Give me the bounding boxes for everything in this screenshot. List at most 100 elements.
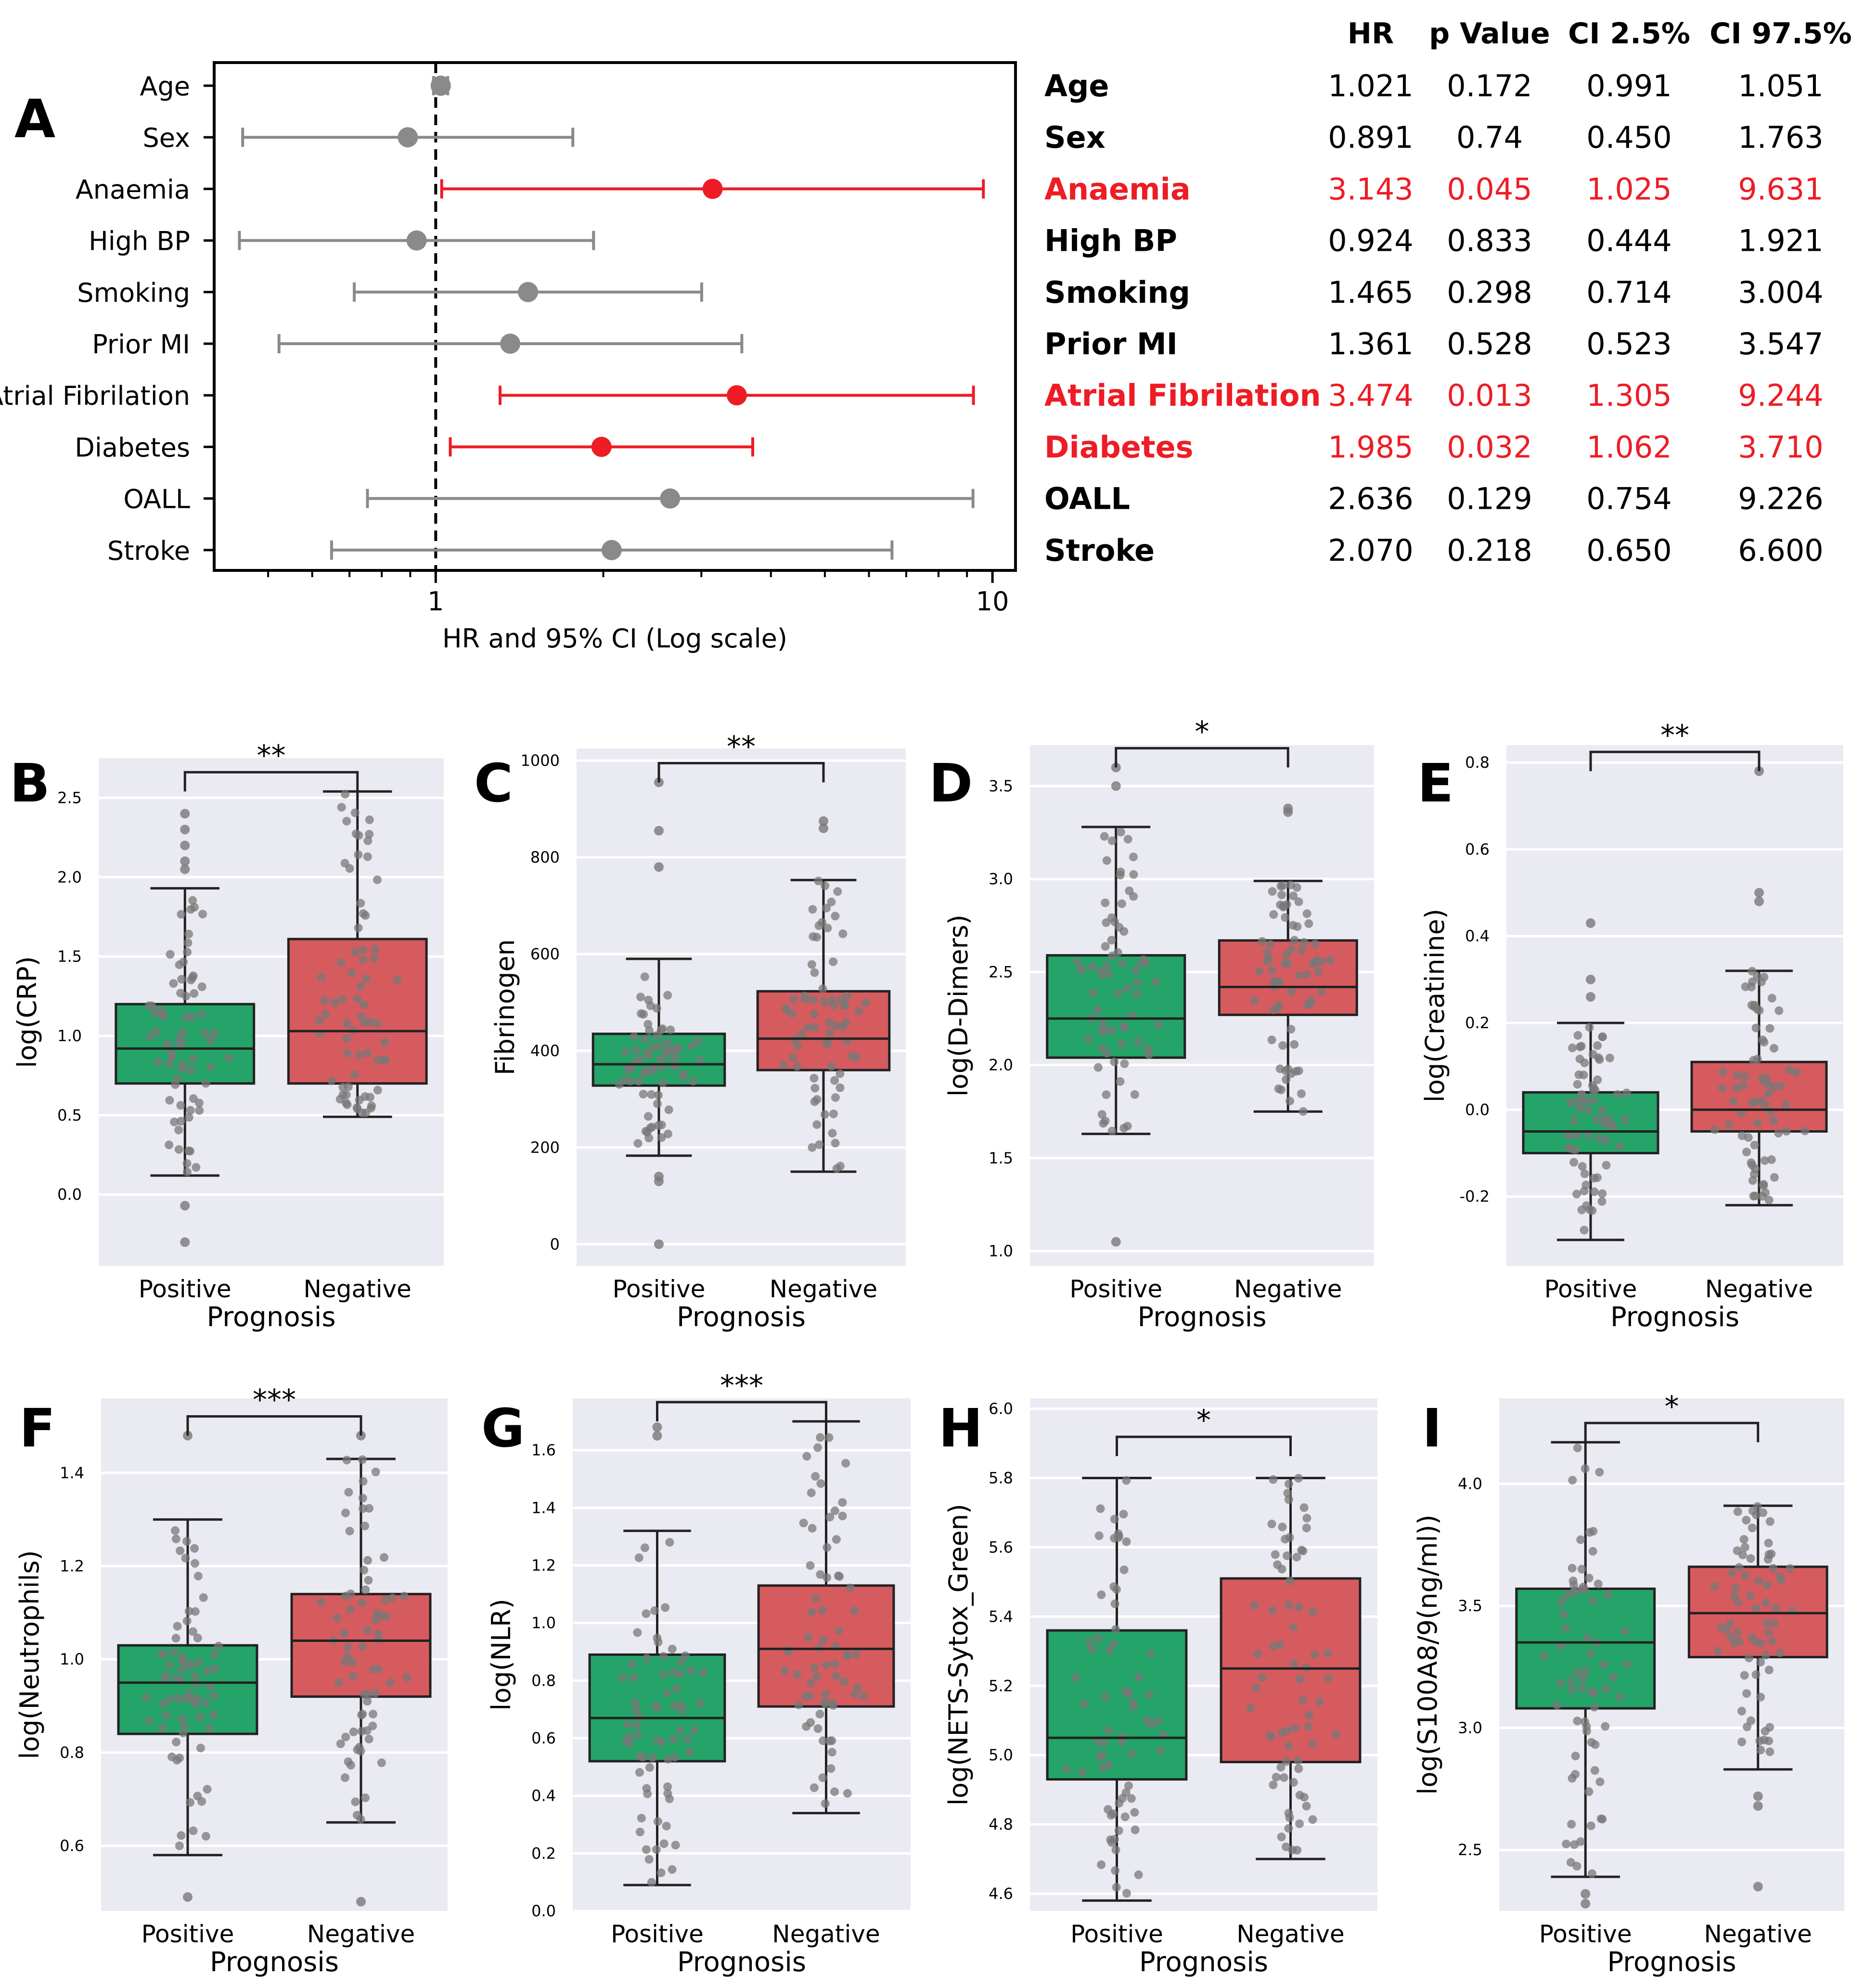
y-tick-label: 0.0 [57,1186,82,1204]
swarm-point [1756,1657,1765,1666]
swarm-point [1752,1510,1761,1520]
swarm-point [175,1841,184,1850]
table-cell: 0.172 [1447,68,1532,103]
swarm-point [1568,1563,1577,1573]
table-cell: 2.636 [1328,481,1414,516]
swarm-point [1781,1100,1790,1109]
swarm-point [1290,1040,1299,1049]
swarm-point [1284,1742,1293,1751]
swarm-point [1584,1574,1594,1583]
swarm-point [1595,1777,1605,1786]
y-tick-label: 3.0 [989,870,1013,888]
swarm-point [1299,938,1309,947]
swarm-point [851,1650,861,1659]
swarm-point [632,1046,641,1055]
swarm-point [1772,1603,1781,1612]
swarm-point [816,1570,825,1579]
swarm-point [1756,1745,1765,1755]
swarm-point [1590,1187,1599,1196]
swarm-point [1567,1677,1576,1686]
outlier-point [180,856,190,866]
panel-letter: B [10,752,50,814]
swarm-point [359,1477,368,1486]
swarm-point [1748,1633,1757,1642]
swarm-point [1287,987,1296,996]
table-cell: 9.631 [1738,171,1824,207]
swarm-point [356,899,365,908]
swarm-point [359,955,368,964]
swarm-point [1289,1623,1298,1632]
swarm-point [1746,1591,1755,1601]
swarm-point [196,1712,205,1721]
swarm-point [663,991,672,1000]
swarm-point [825,1018,834,1027]
x-tick-label: Negative [770,1275,877,1303]
swarm-point [1735,1637,1744,1646]
swarm-point [647,1090,656,1099]
swarm-point [190,989,199,998]
swarm-point [1122,984,1131,993]
swarm-point [1119,927,1129,936]
hr-point [430,76,451,96]
swarm-point [1110,917,1119,927]
swarm-point [176,1546,185,1555]
swarm-point [166,1694,175,1703]
swarm-point [664,1755,673,1764]
swarm-point [1726,1633,1735,1642]
swarm-point [1729,1097,1738,1106]
swarm-point [210,1650,219,1659]
swarm-point [1290,936,1299,945]
swarm-point [839,1677,848,1686]
swarm-point [1581,1666,1590,1676]
swarm-point [810,1783,819,1792]
swarm-point [641,1127,650,1136]
swarm-point [1776,1081,1785,1090]
swarm-point [1754,1576,1763,1586]
outlier-point [1754,896,1764,906]
swarm-point [669,1668,678,1677]
swarm-point [1540,1651,1549,1660]
swarm-point [825,1512,835,1522]
swarm-point [178,1665,187,1674]
swarm-point [1277,1833,1286,1842]
swarm-point [1576,1104,1585,1113]
swarm-point [201,1079,210,1088]
swarm-point [676,1726,685,1735]
swarm-point [662,1689,671,1698]
panel-letter: E [1417,752,1453,814]
swarm-point [342,1034,351,1043]
swarm-point [1104,1726,1113,1735]
swarm-point [670,1753,680,1762]
swarm-point [1111,1846,1120,1855]
swarm-point [827,1062,836,1071]
swarm-point [830,1660,839,1669]
swarm-point [1107,1838,1117,1847]
swarm-point [336,958,346,967]
swarm-point [189,971,198,981]
swarm-point [1111,1625,1120,1634]
row-label: Diabetes [75,432,190,463]
swarm-point [1753,1055,1762,1064]
box-negative [1218,803,1358,1116]
swarm-point [1605,1053,1614,1062]
swarm-point [838,1022,847,1031]
box-panel-g: G 0.0 0.2 0.4 0.6 0.8 1.0 1.2 1.4 1.6 Positive Nega… [481,1369,911,1978]
swarm-point [1770,1619,1779,1628]
swarm-point [832,1164,841,1173]
swarm-point [1311,957,1321,967]
swarm-point [648,1064,657,1073]
swarm-point [1588,1547,1597,1556]
box-negative [1690,766,1828,1207]
swarm-point [1116,1077,1125,1086]
outlier-point [819,823,828,833]
box-positive [591,777,726,1249]
row-label: Anaemia [76,174,190,205]
swarm-point [838,1498,847,1507]
x-tick-label: Positive [1069,1275,1162,1303]
swarm-point [186,1106,195,1115]
swarm-point [1733,1507,1742,1516]
swarm-point [799,1519,808,1528]
swarm-point [1098,1763,1107,1772]
y-tick-label: 6.0 [989,1400,1013,1418]
swarm-point [1289,891,1298,901]
